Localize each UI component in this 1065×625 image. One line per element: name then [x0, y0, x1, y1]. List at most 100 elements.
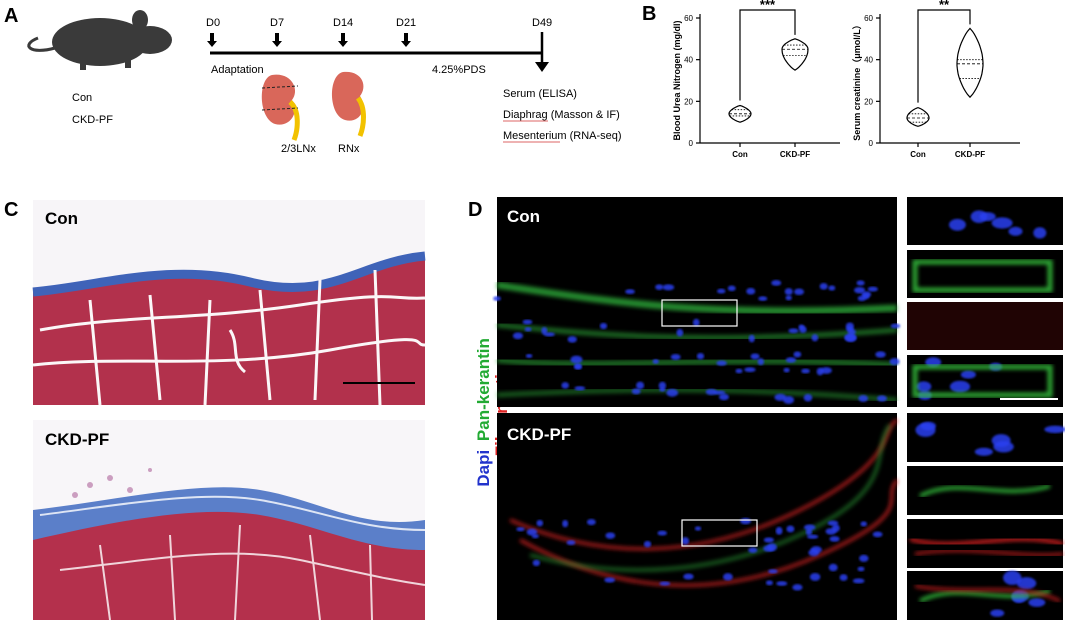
surgery-label: RNx: [338, 143, 360, 155]
nucleus: [526, 528, 538, 536]
stain-band: [519, 479, 899, 587]
nucleus: [727, 285, 736, 292]
significance: ***: [760, 0, 776, 12]
image-label: CKD-PF: [507, 425, 571, 444]
nucleus: [586, 518, 596, 526]
y-axis-label: Serum creatinine（μmol/L）: [852, 20, 862, 141]
inset-box: [661, 299, 738, 327]
nucleus: [716, 360, 727, 366]
nucleus: [493, 296, 501, 301]
nucleus: [561, 382, 570, 389]
image-label: Con: [45, 209, 78, 228]
nucleus: [803, 524, 816, 531]
nucleus: [806, 534, 819, 539]
nucleus: [829, 536, 840, 542]
nucleus: [801, 368, 811, 374]
nucleus: [723, 573, 733, 581]
nucleus: [857, 566, 865, 572]
nucleus: [783, 367, 790, 373]
nucleus: [852, 578, 865, 584]
nucleus: [808, 549, 820, 557]
y-tick-label: 60: [684, 14, 693, 23]
nucleus: [692, 318, 700, 327]
nucleus: [793, 351, 802, 358]
nucleus: [631, 388, 641, 395]
nucleus: [876, 395, 887, 402]
nucleus: [915, 423, 936, 437]
stain-band: [529, 423, 892, 572]
x-tick-label: CKD-PF: [780, 150, 810, 159]
surgery-label: 2/3LNx: [281, 143, 316, 155]
nucleus: [740, 517, 752, 525]
panel-label: B: [642, 3, 656, 25]
nucleus: [524, 327, 532, 332]
stain-band: [912, 364, 1053, 398]
y-tick-label: 20: [684, 97, 693, 106]
nucleus: [775, 526, 783, 535]
nucleus: [991, 217, 1013, 229]
nucleus: [636, 381, 645, 390]
nucleus: [512, 332, 524, 340]
nucleus: [746, 287, 756, 295]
nucleus: [694, 526, 702, 531]
nucleus: [1028, 598, 1046, 607]
readout: Serum (ELISA): [503, 88, 577, 100]
nucleus: [735, 368, 743, 374]
nucleus: [979, 212, 996, 222]
nucleus: [793, 288, 805, 296]
significance-bracket: [917, 9, 971, 103]
nucleus: [788, 328, 799, 334]
nucleus: [816, 367, 824, 376]
nucleus: [809, 572, 821, 581]
group-label: CKD-PF: [72, 114, 113, 126]
nucleus: [744, 367, 756, 373]
nucleus: [643, 540, 652, 548]
nucleus: [889, 358, 900, 366]
nucleus: [543, 332, 555, 337]
nucleus: [867, 286, 878, 292]
nucleus: [562, 519, 569, 528]
stain-band: [919, 589, 1051, 603]
nucleus: [993, 441, 1014, 453]
nucleus: [861, 291, 872, 298]
violin: [781, 38, 809, 71]
nucleus: [566, 540, 576, 546]
fluorescence-images: [493, 197, 1065, 620]
nucleus: [1016, 577, 1037, 590]
stain-band: [509, 418, 898, 551]
nucleus: [785, 357, 797, 363]
inset-box: [681, 519, 758, 547]
image-tile: [497, 197, 897, 407]
histology-image: [33, 420, 426, 621]
nucleus: [748, 547, 758, 553]
nucleus: [522, 319, 533, 325]
y-axis-label: Blood Urea Nitrogen (mg/dl): [672, 21, 682, 141]
nucleus: [1044, 425, 1065, 434]
nucleus: [974, 447, 993, 456]
nucleus: [750, 353, 760, 360]
stain-band: [914, 549, 1064, 557]
stain-band: [919, 484, 1051, 498]
nucleus: [828, 285, 836, 291]
image-label: Con: [507, 207, 540, 226]
nucleus: [1003, 570, 1022, 585]
nucleus: [771, 280, 782, 286]
nucleus: [825, 528, 837, 535]
nucleus: [658, 381, 667, 390]
nucleus: [748, 334, 755, 343]
stain-band: [909, 537, 1064, 546]
nucleus: [763, 537, 775, 543]
nucleus: [990, 609, 1005, 617]
nucleus: [827, 520, 839, 526]
y-tick-label: 0: [869, 139, 874, 148]
nucleus: [652, 359, 659, 364]
nucleus: [860, 521, 867, 527]
violin: [728, 104, 752, 123]
nucleus: [696, 352, 705, 360]
nucleus: [1008, 226, 1023, 236]
readout: Diaphrag (Masson & IF): [503, 109, 620, 121]
day-label: D0: [206, 17, 220, 29]
y-tick-label: 40: [684, 56, 693, 65]
